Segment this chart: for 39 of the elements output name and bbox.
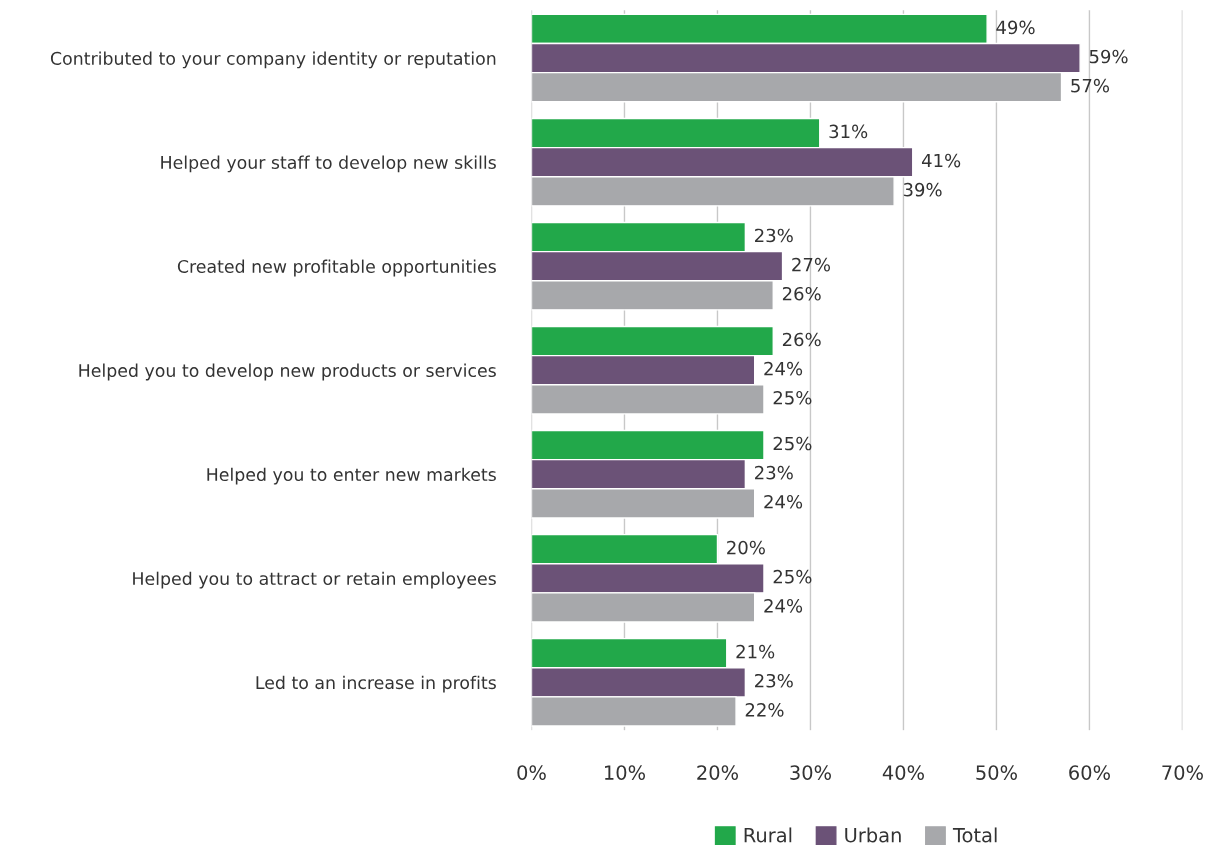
- y-tick-label: Contributed to your company identity or reputation: [50, 51, 496, 69]
- data-label: 26%: [782, 332, 821, 347]
- data-label: 26%: [782, 286, 821, 301]
- legend-label: Urban: [845, 827, 901, 843]
- data-label: 57%: [1071, 78, 1110, 93]
- legend-label: Rural: [744, 827, 792, 843]
- legend-label: Total: [952, 827, 997, 843]
- data-label: 59%: [1089, 49, 1128, 64]
- data-label: 31%: [829, 124, 868, 139]
- x-tick-label: 10%: [605, 765, 646, 780]
- data-label: 24%: [764, 494, 803, 509]
- data-label: 23%: [755, 673, 793, 688]
- y-tick-label: Helped you to enter new markets: [207, 467, 496, 485]
- data-label: 22%: [745, 703, 784, 717]
- data-label: 24%: [764, 361, 803, 376]
- x-tick-label: 40%: [882, 765, 924, 780]
- y-tick-label: Led to an increase in profits: [256, 675, 496, 693]
- y-tick-label: Helped your staff to develop new skills: [161, 155, 496, 173]
- data-label: 25%: [773, 436, 812, 451]
- data-label: 20%: [727, 540, 765, 555]
- data-label: 23%: [755, 465, 793, 480]
- y-tick-label: Created new profitable opportunities: [177, 259, 496, 277]
- data-label: 21%: [736, 644, 775, 659]
- data-label: 39%: [903, 182, 942, 197]
- data-label: 25%: [773, 390, 812, 405]
- y-tick-label: Helped you to develop new products or services: [79, 363, 496, 381]
- x-tick-label: 30%: [790, 765, 831, 780]
- data-label: 41%: [921, 153, 961, 168]
- y-tick-label: Helped you to attract or retain employees: [133, 571, 496, 589]
- data-label: 23%: [755, 228, 793, 243]
- data-label: 27%: [792, 257, 831, 272]
- data-label: 49%: [996, 20, 1035, 35]
- data-label: 25%: [773, 569, 812, 584]
- x-tick-label: 20%: [697, 765, 738, 780]
- data-label: 24%: [764, 598, 803, 613]
- x-tick-label: 70%: [1162, 765, 1203, 780]
- x-tick-label: 0%: [517, 765, 546, 780]
- x-tick-label: 60%: [1069, 765, 1110, 780]
- x-tick-label: 50%: [976, 765, 1017, 780]
